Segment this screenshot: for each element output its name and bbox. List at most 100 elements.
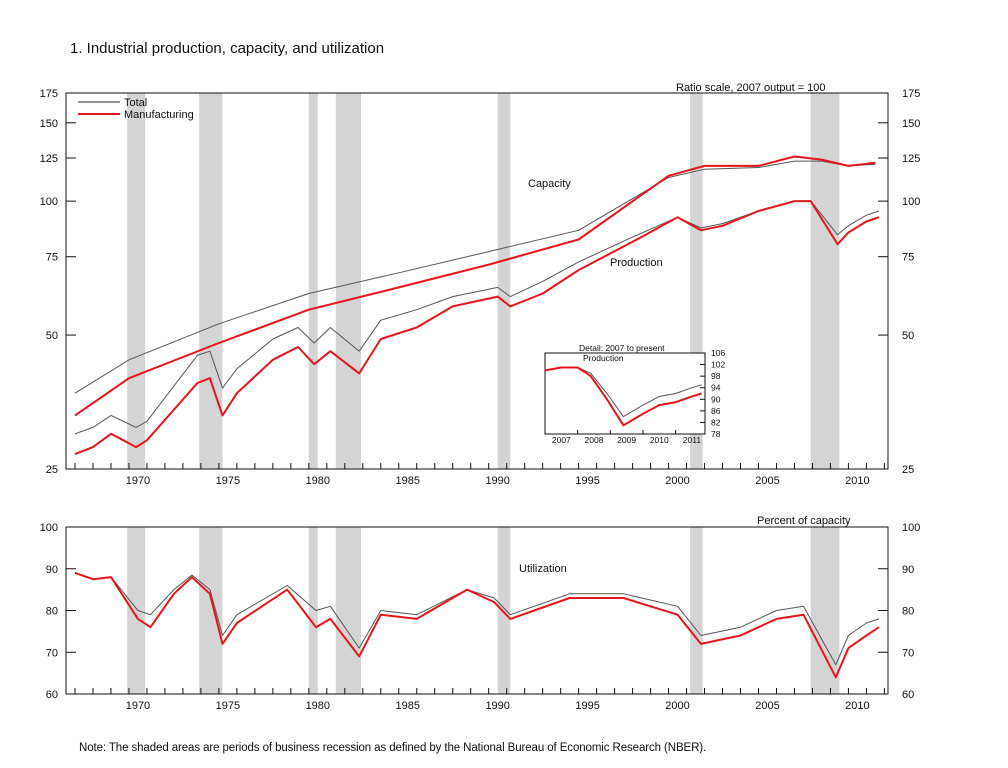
bottom-manufacturing-line	[74, 571, 880, 679]
inset-xtick-label: 2010	[650, 435, 669, 445]
bottom-ytick-label-left: 60	[46, 689, 58, 701]
inset-xtick-label: 2009	[617, 435, 636, 445]
bottom-series-lines	[74, 571, 880, 679]
top-recession-band	[308, 93, 318, 469]
bottom-recession-bands	[127, 527, 840, 694]
top-ytick-label-left: 25	[46, 464, 58, 476]
top-xtick-label: 1975	[216, 475, 240, 487]
bottom-xtick-label: 1990	[485, 700, 509, 712]
bottom-ytick-label-right: 80	[902, 606, 914, 618]
bottom-xtick-label: 2005	[755, 700, 779, 712]
bottom-xtick-label: 2010	[845, 700, 869, 712]
top-recession-band	[497, 93, 511, 469]
inset-title: Detail: 2007 to present	[579, 343, 665, 353]
bottom-ytick-label-left: 90	[46, 564, 58, 576]
top-xtick-label: 2000	[665, 475, 689, 487]
bottom-ytick-label-left: 80	[46, 606, 58, 618]
inset-ytick-label: 102	[711, 360, 725, 370]
inset-series-lines	[544, 366, 702, 427]
bottom-xtick-label: 1995	[575, 700, 599, 712]
bottom-ytick-label-left: 70	[46, 647, 58, 659]
top-xtick-label: 1990	[485, 475, 509, 487]
top-ytick-label-left: 150	[40, 118, 58, 130]
top-subtitle: Ratio scale, 2007 output = 100	[676, 82, 826, 94]
top-ytick-label-right: 75	[902, 252, 914, 264]
top-ytick-label-right: 150	[902, 118, 920, 130]
production-annotation: Production	[610, 257, 663, 269]
top-ytick-label-left: 100	[40, 196, 58, 208]
inset-ytick-label: 78	[711, 429, 721, 439]
top-ytick-label-right: 100	[902, 196, 920, 208]
utilization-annotation: Utilization	[519, 563, 567, 575]
top-recession-bands	[127, 93, 840, 469]
top-ytick-label-left: 75	[46, 252, 58, 264]
inset-ytick-label: 82	[711, 417, 721, 427]
inset-x-axis: 2007 2008 2009 2010 2011	[544, 430, 702, 445]
bottom-total-line	[74, 572, 880, 666]
bottom-xtick-label: 1970	[126, 700, 150, 712]
top-total-capacity-line	[74, 160, 876, 394]
bottom-recession-band	[127, 527, 146, 694]
inset-ytick-label: 86	[711, 406, 721, 416]
inset-xtick-label: 2007	[552, 435, 571, 445]
bottom-xtick-label: 1980	[306, 700, 330, 712]
top-ytick-label-right: 50	[902, 330, 914, 342]
top-ytick-label-right: 175	[902, 88, 920, 100]
bottom-recession-band	[335, 527, 361, 694]
bottom-recession-band	[690, 527, 703, 694]
bottom-y-axis: 60 60 70 70 80 80 90 90 100 100	[40, 522, 921, 701]
inset-manufacturing-line	[544, 366, 702, 427]
top-xtick-label: 1970	[126, 475, 150, 487]
figure-title: 1. Industrial production, capacity, and …	[70, 40, 385, 57]
top-series-lines	[74, 155, 880, 456]
bottom-recession-band	[810, 527, 840, 694]
legend-total-label: Total	[124, 97, 147, 109]
top-xtick-label: 1980	[306, 475, 330, 487]
top-ytick-label-left: 50	[46, 330, 58, 342]
inset-annotation: Production	[583, 353, 624, 363]
bottom-recession-band	[497, 527, 511, 694]
bottom-ytick-label-left: 100	[40, 522, 58, 534]
bottom-xtick-label: 1975	[216, 700, 240, 712]
top-x-axis: 1970 1975 1980 1985 1990 1995 2000 2005 2010	[74, 463, 885, 487]
top-xtick-label: 2005	[755, 475, 779, 487]
bottom-ytick-label-right: 70	[902, 647, 914, 659]
top-manufacturing-capacity-line	[74, 155, 876, 417]
inset-xtick-label: 2008	[585, 435, 604, 445]
footnote: Note: The shaded areas are periods of bu…	[79, 742, 707, 754]
top-manufacturing-production-line	[74, 200, 880, 456]
inset-ytick-label: 90	[711, 394, 721, 404]
bottom-recession-band	[308, 527, 318, 694]
top-y-axis: 25 25 50 50 75 75 100 100 125 125 150 150 175 175	[40, 88, 921, 476]
bottom-plot-frame	[65, 526, 889, 695]
top-ytick-label-left: 125	[40, 153, 58, 165]
legend-manufacturing-label: Manufacturing	[124, 109, 194, 121]
top-recession-band	[810, 93, 840, 469]
inset-ytick-label: 94	[711, 383, 721, 393]
top-ytick-label-right: 25	[902, 464, 914, 476]
inset-ytick-label: 106	[711, 348, 725, 358]
bottom-ytick-label-right: 100	[902, 522, 920, 534]
bottom-subtitle: Percent of capacity	[757, 515, 851, 527]
capacity-annotation: Capacity	[528, 178, 571, 190]
inset-background	[544, 352, 706, 435]
top-recession-band	[199, 93, 223, 469]
bottom-xtick-label: 1985	[396, 700, 420, 712]
bottom-xtick-label: 2000	[665, 700, 689, 712]
top-xtick-label: 2010	[845, 475, 869, 487]
top-total-production-line	[74, 200, 880, 435]
top-recession-band	[127, 93, 146, 469]
bottom-ytick-label-right: 90	[902, 564, 914, 576]
bottom-recession-band	[199, 527, 223, 694]
inset-ytick-label: 98	[711, 371, 721, 381]
bottom-x-axis: 1970 1975 1980 1985 1990 1995 2000 2005 2010	[74, 688, 885, 712]
top-recession-band	[335, 93, 361, 469]
top-xtick-label: 1985	[396, 475, 420, 487]
inset-xtick-label: 2011	[683, 435, 702, 445]
top-ytick-label-right: 125	[902, 153, 920, 165]
top-ytick-label-left: 175	[40, 88, 58, 100]
bottom-ytick-label-right: 60	[902, 689, 914, 701]
